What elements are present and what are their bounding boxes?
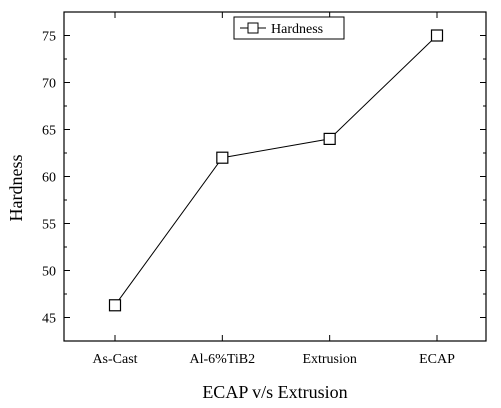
legend-marker xyxy=(247,22,259,34)
x-tick-label: Al-6%TiB2 xyxy=(190,352,256,367)
y-tick-label: 50 xyxy=(42,265,56,280)
x-tick-label: Extrusion xyxy=(302,352,356,367)
data-point xyxy=(216,151,229,164)
y-tick-label: 65 xyxy=(42,124,56,139)
x-tick-label: ECAP xyxy=(419,352,455,367)
data-point xyxy=(108,299,122,312)
data-point xyxy=(430,29,444,42)
series-line xyxy=(114,35,438,306)
x-tick-label: As-Cast xyxy=(92,352,137,367)
y-tick-label: 75 xyxy=(42,30,56,45)
plot-frame xyxy=(63,11,487,342)
y-tick-label: 60 xyxy=(42,171,56,186)
legend-label: Hardness xyxy=(271,22,323,37)
x-axis-ticks: As-Cast Al-6%TiB2 Extrusion ECAP xyxy=(92,12,455,367)
y-tick-label: 70 xyxy=(42,77,56,92)
series-layer xyxy=(108,29,444,312)
y-tick-label: 55 xyxy=(42,218,56,233)
data-point xyxy=(323,132,336,145)
legend-box xyxy=(233,16,345,40)
y-tick-label: 45 xyxy=(42,312,56,327)
x-axis-title: ECAP v/s Extrusion xyxy=(202,382,347,402)
legend: Hardness xyxy=(233,16,345,40)
y-axis-ticks: 45 50 55 60 65 70 75 xyxy=(42,11,486,342)
y-axis-title: Hardness xyxy=(6,155,26,222)
